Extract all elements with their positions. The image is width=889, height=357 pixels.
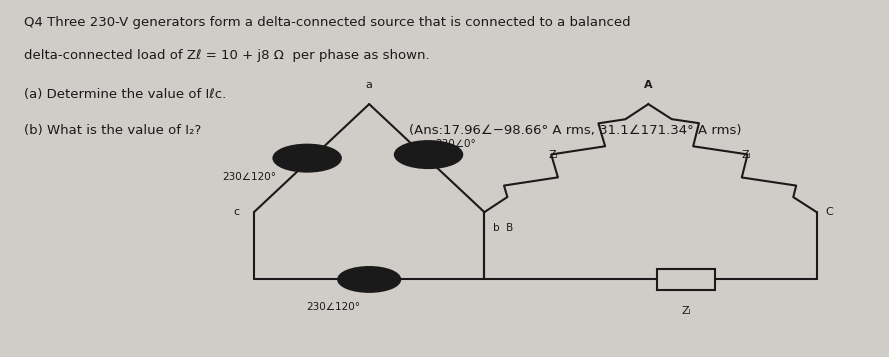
Text: delta-connected load of Zℓ = 10 + j8 Ω  per phase as shown.: delta-connected load of Zℓ = 10 + j8 Ω p… bbox=[23, 49, 429, 62]
Text: +: + bbox=[363, 272, 375, 287]
Text: a: a bbox=[365, 80, 372, 90]
Text: Zₗ: Zₗ bbox=[681, 306, 691, 316]
Text: 230∠120°: 230∠120° bbox=[222, 172, 276, 182]
Text: C: C bbox=[826, 207, 833, 217]
Text: +: + bbox=[422, 147, 435, 162]
Bar bbox=[657, 269, 715, 290]
Text: Zₗ: Zₗ bbox=[741, 150, 750, 160]
Text: 230∠0°: 230∠0° bbox=[435, 139, 476, 149]
Text: −: − bbox=[300, 151, 314, 166]
Text: (a) Determine the value of Iℓc.: (a) Determine the value of Iℓc. bbox=[23, 88, 226, 101]
Circle shape bbox=[338, 267, 400, 292]
Text: Q4 Three 230-V generators form a delta-connected source that is connected to a b: Q4 Three 230-V generators form a delta-c… bbox=[23, 16, 630, 29]
Text: b  B: b B bbox=[493, 223, 514, 233]
Text: A: A bbox=[644, 80, 653, 90]
Text: c: c bbox=[233, 207, 239, 217]
Circle shape bbox=[274, 145, 340, 172]
Text: (b) What is the value of I₂?: (b) What is the value of I₂? bbox=[23, 124, 201, 137]
Text: Zₗ: Zₗ bbox=[549, 150, 557, 160]
Circle shape bbox=[395, 141, 462, 168]
Text: 230∠120°: 230∠120° bbox=[307, 302, 361, 312]
Text: (Ans:17.96∠−98.66° A rms, 31.1∠171.34° A rms): (Ans:17.96∠−98.66° A rms, 31.1∠171.34° A… bbox=[409, 124, 741, 137]
